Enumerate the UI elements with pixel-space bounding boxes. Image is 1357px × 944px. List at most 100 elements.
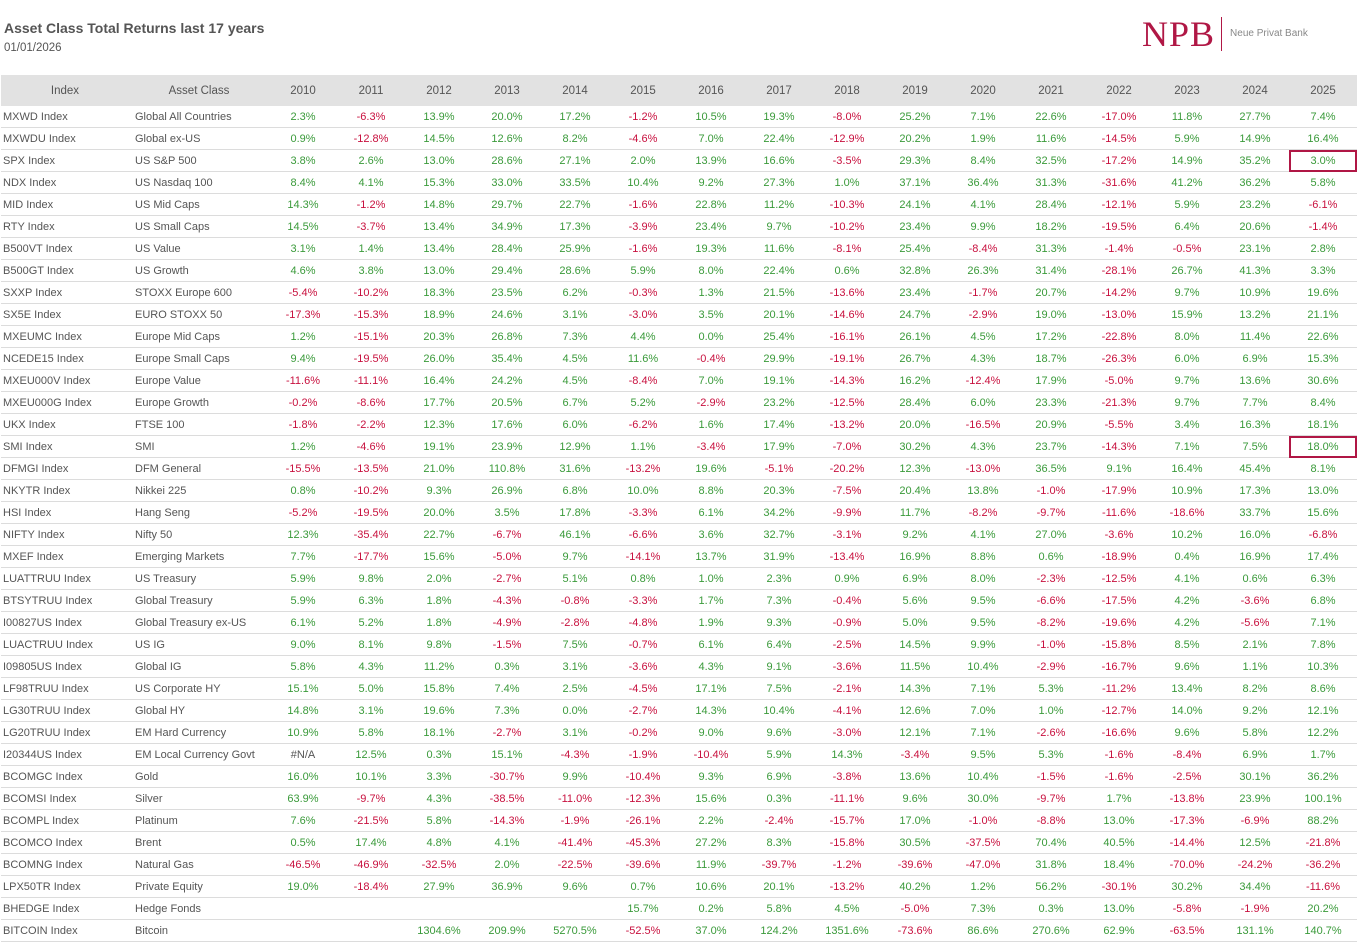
return-cell: 11.2% [405, 655, 473, 678]
return-cell: 3.3% [405, 765, 473, 788]
asset-class-cell: Global ex-US [129, 127, 269, 150]
return-cell: 31.3% [1017, 237, 1085, 260]
return-cell: 4.6% [269, 259, 337, 282]
return-cell [405, 897, 473, 920]
return-cell: -3.1% [813, 523, 881, 546]
return-cell: 7.6% [269, 809, 337, 832]
table-row: LPX50TR Index Private Equity 19.0% -18.4% 27… [1, 875, 1357, 898]
return-cell: 3.4% [1153, 413, 1221, 436]
return-cell: 10.9% [1221, 281, 1289, 304]
return-cell: 5.0% [881, 611, 949, 634]
return-cell: -28.1% [1085, 259, 1153, 282]
return-cell: 4.3% [949, 347, 1017, 370]
return-cell: 5.8% [405, 809, 473, 832]
return-cell: 7.0% [677, 127, 745, 150]
column-header-year: 2014 [541, 75, 609, 106]
return-cell: -12.8% [337, 127, 405, 150]
return-cell: -10.2% [813, 215, 881, 238]
return-cell: -4.8% [609, 611, 677, 634]
return-cell: 15.1% [473, 743, 541, 766]
return-cell: -7.0% [813, 435, 881, 458]
index-ticker-cell: NKYTR Index [1, 479, 129, 502]
return-cell: 2.6% [337, 149, 405, 172]
return-cell: 3.1% [541, 655, 609, 678]
return-cell: 5.9% [745, 743, 813, 766]
return-cell: 31.4% [1017, 259, 1085, 282]
asset-class-cell: Europe Value [129, 369, 269, 392]
return-cell: 13.9% [677, 149, 745, 172]
return-cell: 3.5% [473, 501, 541, 524]
return-cell: 22.6% [1289, 325, 1357, 348]
return-cell: -3.5% [813, 149, 881, 172]
return-cell: -1.9% [609, 743, 677, 766]
return-cell: 0.6% [1017, 545, 1085, 568]
return-cell: 19.0% [269, 875, 337, 898]
return-cell: 28.4% [881, 391, 949, 414]
return-cell: 32.7% [745, 523, 813, 546]
return-cell: 33.5% [541, 171, 609, 194]
return-cell: 20.1% [745, 875, 813, 898]
return-cell: 9.4% [269, 347, 337, 370]
return-cell: 2.5% [541, 677, 609, 700]
return-cell: 7.1% [1289, 611, 1357, 634]
return-cell: 18.7% [1017, 347, 1085, 370]
return-cell: 1.2% [949, 875, 1017, 898]
index-ticker-cell: BITCOIN Index [1, 919, 129, 942]
column-header-year: 2010 [269, 75, 337, 106]
table-row: NCEDE15 Index Europe Small Caps 9.4% -19.5%… [1, 347, 1357, 370]
asset-class-cell: Nikkei 225 [129, 479, 269, 502]
asset-class-cell: Global IG [129, 655, 269, 678]
return-cell: 2.8% [1289, 237, 1357, 260]
return-cell: 41.3% [1221, 259, 1289, 282]
return-cell: 10.4% [745, 699, 813, 722]
return-cell: 56.2% [1017, 875, 1085, 898]
return-cell: 11.9% [677, 853, 745, 876]
return-cell: -35.4% [337, 523, 405, 546]
return-cell: 8.0% [1153, 325, 1221, 348]
return-cell: -8.4% [609, 369, 677, 392]
return-cell: -2.9% [1017, 655, 1085, 678]
return-cell: -24.2% [1221, 853, 1289, 876]
return-cell: -1.9% [541, 809, 609, 832]
return-cell: -4.6% [609, 127, 677, 150]
return-cell: -26.3% [1085, 347, 1153, 370]
return-cell: -15.8% [1085, 633, 1153, 656]
return-cell: -6.3% [337, 106, 405, 128]
return-cell: -13.8% [1153, 787, 1221, 810]
return-cell: 11.7% [881, 501, 949, 524]
return-cell: -16.1% [813, 325, 881, 348]
return-cell: 9.2% [1221, 699, 1289, 722]
return-cell [473, 897, 541, 920]
return-cell: 20.5% [473, 391, 541, 414]
return-cell: 5.2% [337, 611, 405, 634]
return-cell: 17.1% [677, 677, 745, 700]
return-cell: -4.3% [473, 589, 541, 612]
return-cell: 13.4% [405, 215, 473, 238]
return-cell: 31.8% [1017, 853, 1085, 876]
return-cell: -10.3% [813, 193, 881, 216]
index-ticker-cell: MXEUMC Index [1, 325, 129, 348]
return-cell: -73.6% [881, 919, 949, 942]
return-cell: -2.7% [609, 699, 677, 722]
return-cell: -2.8% [541, 611, 609, 634]
asset-class-cell: US Treasury [129, 567, 269, 590]
return-cell: -8.8% [1017, 809, 1085, 832]
return-cell: 14.5% [405, 127, 473, 150]
return-cell: 24.2% [473, 369, 541, 392]
return-cell: -2.5% [1153, 765, 1221, 788]
return-cell: 7.5% [541, 633, 609, 656]
return-cell: -12.9% [813, 127, 881, 150]
return-cell: 2.0% [609, 149, 677, 172]
return-cell: -0.2% [609, 721, 677, 744]
return-cell: 10.4% [609, 171, 677, 194]
return-cell: 7.1% [949, 721, 1017, 744]
asset-class-cell: Europe Growth [129, 391, 269, 414]
index-ticker-cell: BCOMGC Index [1, 765, 129, 788]
table-row: SX5E Index EURO STOXX 50 -17.3% -15.3% 18.9%… [1, 303, 1357, 326]
return-cell: 22.6% [1017, 106, 1085, 128]
return-cell: 9.6% [1153, 721, 1221, 744]
return-cell: 86.6% [949, 919, 1017, 942]
table-header-row: Index Asset Class 2010 2011 2012 2013 2014 2015… [1, 75, 1357, 106]
return-cell: 23.1% [1221, 237, 1289, 260]
return-cell: 14.8% [269, 699, 337, 722]
